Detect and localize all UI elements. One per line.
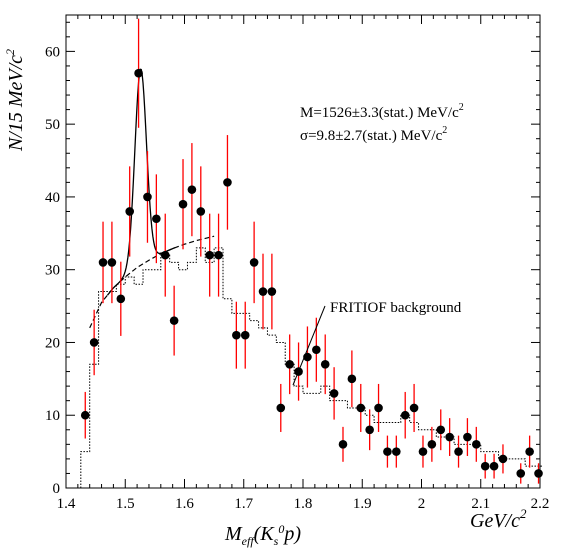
data-point (454, 447, 463, 456)
data-point (80, 410, 90, 420)
fit-background-curve (89, 235, 215, 329)
data-point (489, 461, 499, 471)
x-tick-label: 1.6 (175, 496, 194, 512)
data-point (285, 359, 294, 369)
y-tick-label: 30 (45, 263, 60, 279)
plot-frame (65, 14, 541, 489)
data-point (107, 258, 117, 267)
data-point (427, 440, 437, 449)
data-point (178, 199, 188, 209)
data-point (409, 403, 419, 413)
x-axis-title: Meff(Ks0p) (224, 522, 301, 548)
x-tick-label: 1.9 (353, 496, 372, 512)
data-point (232, 330, 241, 340)
x-tick-label: 2.2 (531, 496, 550, 512)
fit-curves (89, 68, 215, 329)
data-point (249, 258, 259, 267)
y-tick-label: 20 (45, 335, 60, 351)
y-tick-labels: 0 10 20 30 40 50 60 (45, 44, 60, 497)
data-point (392, 447, 401, 456)
data-point (418, 447, 428, 456)
y-tick-label: 60 (45, 44, 60, 60)
data-point (196, 207, 206, 216)
data-point (383, 447, 392, 456)
data-point (214, 250, 223, 260)
background-label-pointer (292, 305, 326, 386)
y-tick-label: 40 (45, 190, 60, 206)
data-point (134, 68, 143, 78)
data-point (463, 432, 472, 442)
data-point (258, 287, 268, 296)
data-point (98, 258, 108, 267)
data-point (187, 185, 197, 194)
x-axis-unit: GeV/c2 (470, 506, 527, 532)
data-point (516, 469, 526, 478)
data-point (374, 403, 383, 413)
data-point (143, 192, 152, 202)
data-point (445, 432, 454, 442)
data-point (125, 207, 134, 216)
fritiof-background-histogram (80, 247, 543, 488)
x-tick-label: 2.1 (471, 496, 490, 512)
x-tick-label: 1.8 (294, 496, 313, 512)
data-point (116, 294, 126, 304)
data-point (338, 440, 348, 449)
data-point (356, 403, 366, 413)
y-axis-title: N/15 MeV/c2 (3, 49, 27, 152)
data-points (80, 68, 543, 478)
data-point (347, 374, 357, 384)
data-point (169, 316, 179, 325)
data-point (312, 345, 321, 355)
x-tick-label: 1.5 (116, 496, 135, 512)
annotation-mass: M=1526±3.3(stat.) MeV/c2 (300, 102, 464, 121)
data-point (400, 410, 410, 420)
x-tick-labels: 1.4 1.5 1.6 1.7 1.8 1.9 2 2.1 2.2 (57, 496, 550, 512)
data-point (498, 454, 508, 464)
data-point (525, 447, 534, 456)
data-point (223, 178, 232, 187)
data-point (329, 389, 339, 398)
data-point (365, 425, 374, 435)
data-point (436, 425, 446, 435)
axis-ticks (65, 15, 541, 489)
background-histogram-step (80, 247, 543, 488)
data-point (205, 250, 214, 260)
data-point (267, 287, 277, 296)
y-tick-label: 10 (45, 408, 60, 424)
data-point (480, 461, 490, 471)
data-point (160, 250, 170, 260)
data-point (276, 403, 286, 413)
error-bars (84, 18, 540, 484)
data-point (534, 469, 543, 478)
data-point (152, 214, 161, 224)
x-tick-label: 1.7 (234, 496, 253, 512)
background-label: FRITIOF background (330, 300, 462, 316)
y-tick-label: 50 (45, 117, 60, 133)
data-point (472, 440, 481, 449)
data-point (240, 330, 250, 340)
x-tick-label: 2 (418, 496, 426, 512)
x-tick-label: 1.4 (57, 496, 76, 512)
y-tick-label: 0 (53, 481, 61, 497)
data-point (89, 338, 99, 347)
annotation-sigma: σ=9.8±2.7(stat.) MeV/c2 (300, 125, 447, 144)
data-point (320, 359, 330, 369)
